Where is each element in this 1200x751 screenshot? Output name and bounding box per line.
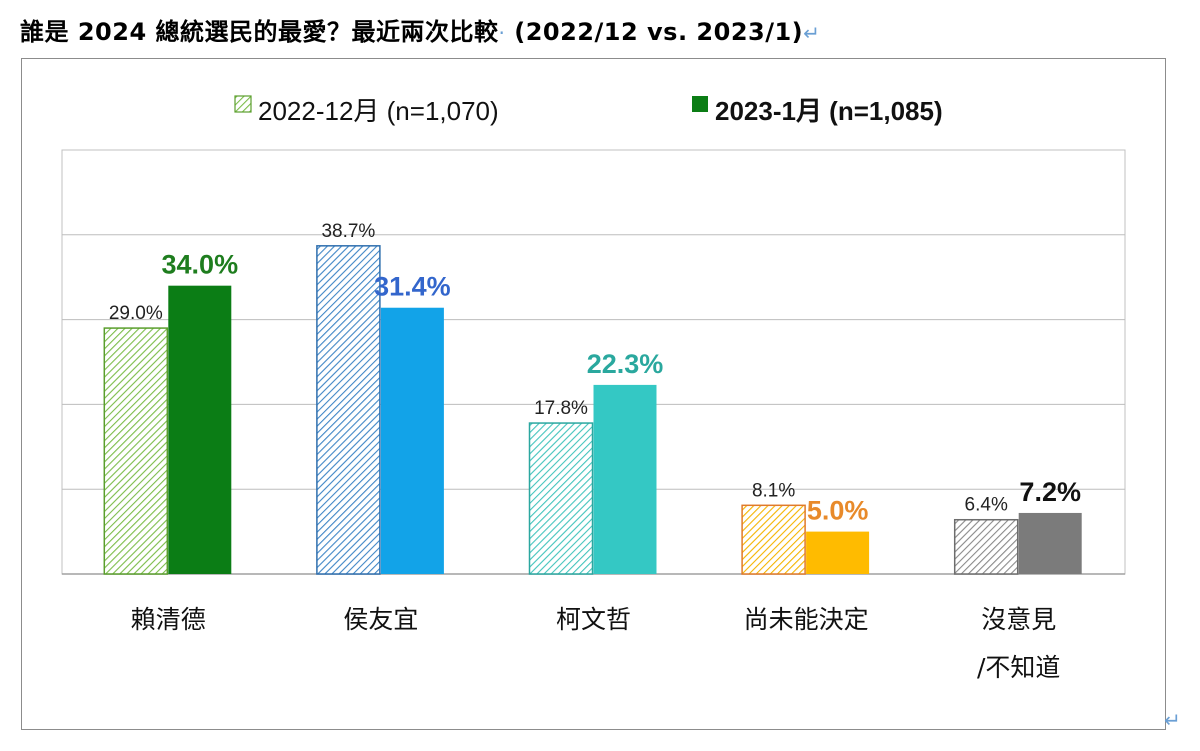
value-label-2023-1: 31.4% [374, 272, 451, 302]
value-label-2023-1: 5.0% [807, 496, 869, 526]
value-label-2022-12: 6.4% [965, 495, 1008, 516]
category-label: 賴清德 [131, 605, 206, 634]
value-label-2023-1: 22.3% [587, 349, 664, 379]
bar-2023-1-0 [168, 285, 232, 574]
category-label: 尚未能決定 [744, 605, 869, 634]
legend: 2022-12月 (n=1,070) 2023-1月 (n=1,085) [234, 95, 943, 126]
bar-2022-12-0 [103, 327, 169, 575]
category-label: 沒意見 [981, 605, 1056, 634]
value-label-2023-1: 7.2% [1019, 477, 1081, 507]
value-label-2022-12: 17.8% [534, 398, 588, 419]
legend-label: 2023-1月 (n=1,085) [715, 96, 943, 126]
corner-return-icon: ↵ [1164, 708, 1181, 732]
chart-frame [21, 58, 1166, 730]
legend-swatch-2023-1 [692, 96, 708, 112]
bar-2023-1-3 [806, 531, 870, 574]
bar-2022-12-3 [741, 504, 806, 575]
title-period: (2022/12 vs. 2023/1) [514, 18, 804, 46]
bar-2023-1-1 [380, 307, 444, 574]
bar-2022-12-2 [528, 422, 594, 575]
bar-2023-1-4 [1018, 512, 1082, 574]
chart-title: 誰是 2024 總統選民的最愛？最近兩次比較· (2022/12 vs. 202… [20, 12, 820, 47]
paragraph-mark-icon: ↵ [803, 21, 821, 45]
value-label-2022-12: 29.0% [109, 303, 163, 324]
category-labels: 賴清德 侯友宜 柯文哲 尚未能決定 沒意見/不知道 [131, 605, 1061, 682]
title-main: 誰是 2024 總統選民的最愛？最近兩次比較 [20, 18, 499, 46]
bars [103, 245, 1082, 575]
value-label-2022-12: 38.7% [321, 221, 375, 242]
value-labels: 29.0% 34.0% 38.7% 31.4% 17.8% 22.3% 8.1% 5.0% 6.… [109, 221, 1081, 526]
bar-2022-12-1 [316, 245, 381, 575]
value-label-2023-1: 34.0% [162, 250, 239, 280]
category-label: 柯文哲 [556, 605, 631, 634]
category-label: 侯友宜 [343, 605, 418, 634]
legend-swatch-2022-12 [234, 95, 252, 113]
bar-2022-12-4 [953, 518, 1019, 575]
value-label-2022-12: 8.1% [752, 480, 795, 501]
title-mark-icon: · [498, 21, 506, 45]
legend-label: 2022-12月 (n=1,070) [258, 96, 499, 126]
bar-2023-1-2 [593, 384, 657, 574]
category-label: /不知道 [977, 653, 1060, 682]
